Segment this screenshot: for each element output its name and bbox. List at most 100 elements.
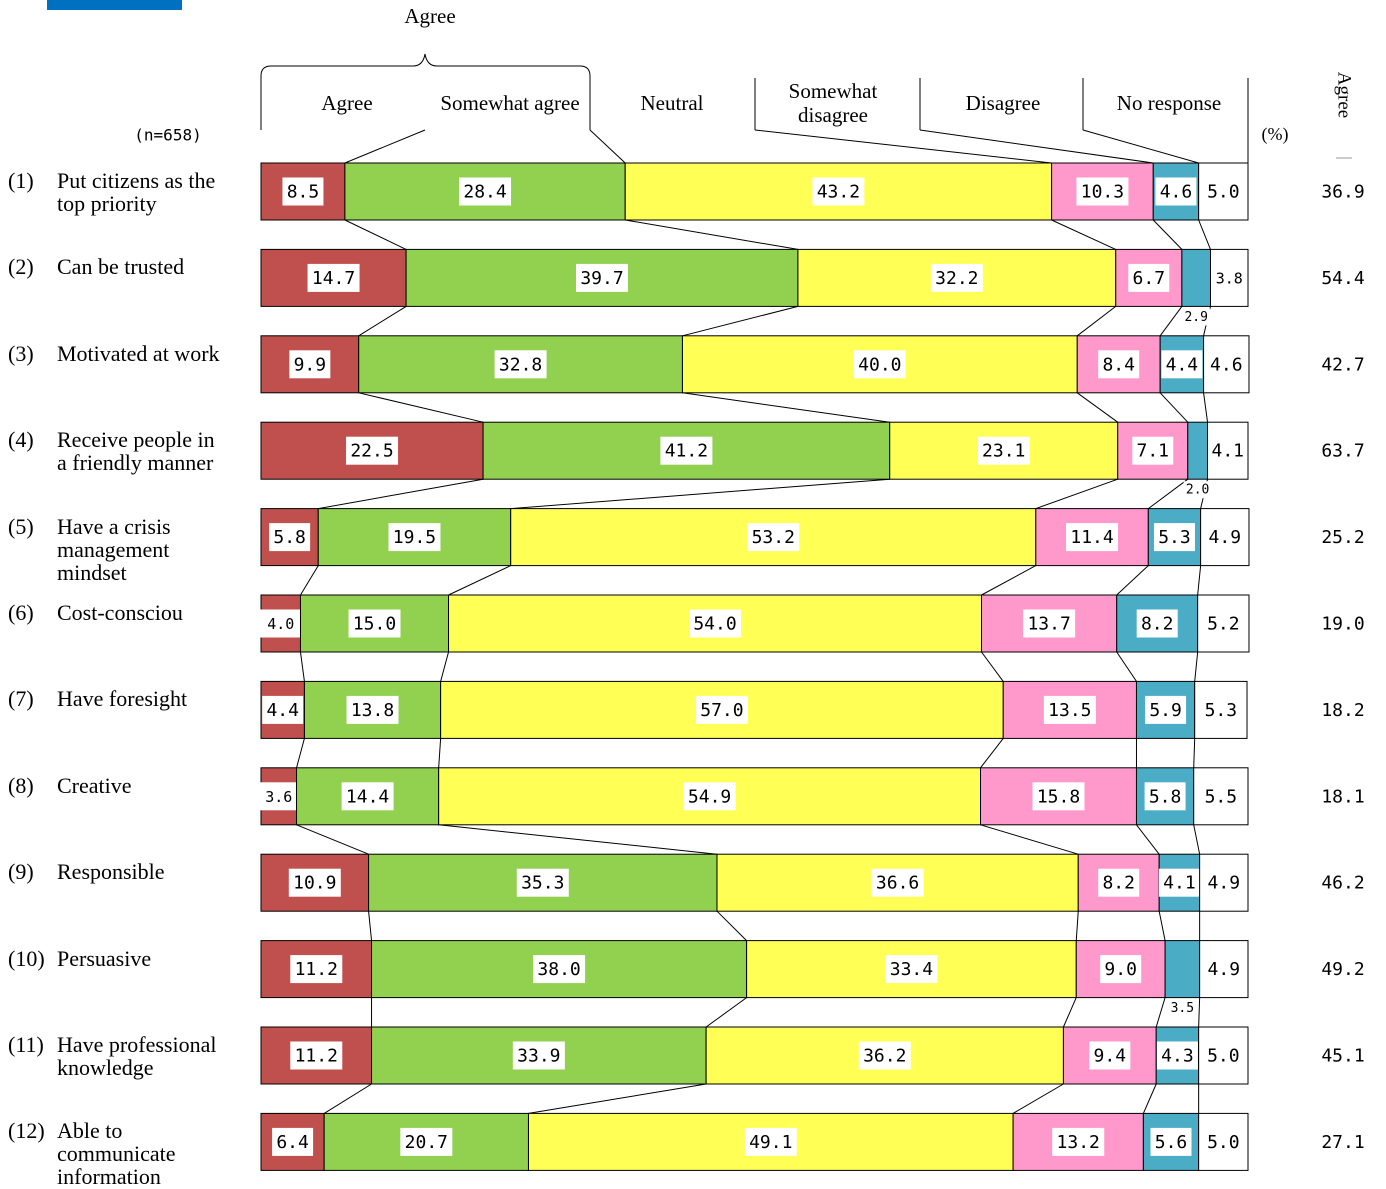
bar-segment — [260, 1112, 325, 1171]
value-label: 20.7 — [405, 1132, 448, 1153]
value-label: 6.4 — [276, 1132, 309, 1153]
row-connector — [344, 219, 407, 250]
header-connector — [344, 129, 426, 164]
value-label: 4.6 — [1210, 354, 1243, 375]
value-label-box — [494, 350, 547, 379]
value-label: 15.8 — [1037, 786, 1080, 807]
row-connector — [299, 651, 305, 682]
row-connector — [528, 1083, 707, 1114]
value-label: 22.5 — [350, 441, 393, 462]
value-label-box — [885, 955, 938, 984]
row-connector — [1035, 478, 1118, 510]
row-number: (5) — [8, 513, 34, 539]
bar-segment — [1181, 248, 1211, 307]
value-label: 38.0 — [537, 959, 580, 980]
row-connector — [1197, 565, 1202, 596]
value-label: 8.5 — [287, 182, 320, 203]
value-label: 5.3 — [1158, 527, 1191, 548]
value-label: 9.9 — [294, 354, 327, 375]
legend-entry: Agree — [321, 91, 372, 115]
category-label: Cost-consciou — [57, 600, 183, 625]
value-label-box — [1098, 868, 1140, 897]
agree-total: 49.2 — [1321, 959, 1364, 980]
value-label-box — [260, 609, 302, 638]
row-connector — [510, 478, 890, 510]
agree-total: 42.7 — [1321, 354, 1364, 375]
row-connector — [438, 824, 718, 855]
value-label: 53.2 — [752, 527, 795, 548]
agree-total: 27.1 — [1321, 1132, 1364, 1153]
value-label-box — [1145, 695, 1187, 724]
value-label: 14.4 — [346, 786, 389, 807]
value-label-box — [459, 177, 512, 206]
row-connector — [318, 478, 484, 510]
legend-entry: Disagree — [966, 91, 1041, 115]
category-label: Have foresight — [57, 686, 188, 712]
value-label-box — [348, 609, 401, 638]
value-label: 7.1 — [1136, 441, 1169, 462]
row-connector — [296, 824, 369, 855]
value-label-box — [1136, 609, 1178, 638]
value-label-box — [1098, 350, 1140, 379]
legend-entry: Neutral — [641, 91, 704, 115]
bar-segment — [1197, 594, 1250, 653]
row-connector — [1194, 651, 1199, 682]
value-label: 10.3 — [1081, 182, 1124, 203]
value-label: 28.4 — [463, 182, 506, 203]
bar-segment — [1199, 853, 1249, 912]
row-connector — [438, 738, 442, 768]
row-connector — [1136, 824, 1160, 855]
row-connector — [323, 1083, 372, 1114]
value-label-box — [1155, 177, 1197, 206]
category-label: Receive people in a friendly manner — [57, 427, 215, 476]
value-label-box — [1023, 609, 1076, 638]
agree-total: 45.1 — [1321, 1046, 1364, 1067]
bar-segment — [1194, 680, 1248, 739]
bar-segment — [1207, 421, 1249, 480]
value-label-box — [1100, 955, 1142, 984]
legend-entry: No response — [1117, 91, 1221, 115]
row-connector — [358, 305, 407, 337]
row-connector — [1158, 911, 1166, 941]
value-label: 4.4 — [1166, 354, 1199, 375]
value-label-box — [512, 1041, 565, 1070]
value-label-box — [1132, 436, 1174, 465]
row-connector — [1198, 997, 1201, 1028]
bar-segment — [1200, 508, 1250, 567]
value-label-box — [1158, 868, 1200, 897]
row-connector — [1155, 997, 1166, 1028]
agree-total: 46.2 — [1321, 873, 1364, 894]
value-label: 32.2 — [935, 268, 978, 289]
header-connector — [589, 129, 626, 164]
row-connector — [1051, 219, 1116, 250]
value-label: 2.9 — [1184, 310, 1207, 325]
value-label: 39.7 — [580, 268, 623, 289]
row-connector — [1076, 306, 1117, 337]
value-label-box — [533, 955, 586, 984]
value-label: 5.0 — [1207, 1046, 1240, 1067]
agree-total: 54.4 — [1321, 268, 1364, 289]
agree-total: 63.7 — [1321, 441, 1364, 462]
value-label: 5.3 — [1205, 700, 1238, 721]
value-label: 4.9 — [1209, 527, 1242, 548]
row-connector — [1148, 478, 1189, 510]
value-label-box — [576, 263, 629, 292]
bar-segment — [1198, 1112, 1249, 1171]
legend-line: Somewhat — [789, 79, 878, 103]
value-label: 4.9 — [1208, 959, 1241, 980]
row-number: (11) — [8, 1032, 44, 1057]
value-label: 8.4 — [1102, 354, 1135, 375]
value-label: 5.8 — [273, 527, 306, 548]
row-connector — [1203, 392, 1209, 423]
value-label: 54.9 — [688, 786, 731, 807]
row-connector — [440, 651, 450, 682]
value-label-box — [930, 263, 983, 292]
value-label-box — [346, 436, 399, 465]
row-number: (10) — [8, 945, 45, 971]
row-connector — [682, 305, 799, 337]
value-label: 5.6 — [1155, 1132, 1188, 1153]
value-label: 13.2 — [1057, 1132, 1100, 1153]
row-connector — [716, 910, 747, 941]
row-number: (4) — [8, 427, 34, 453]
